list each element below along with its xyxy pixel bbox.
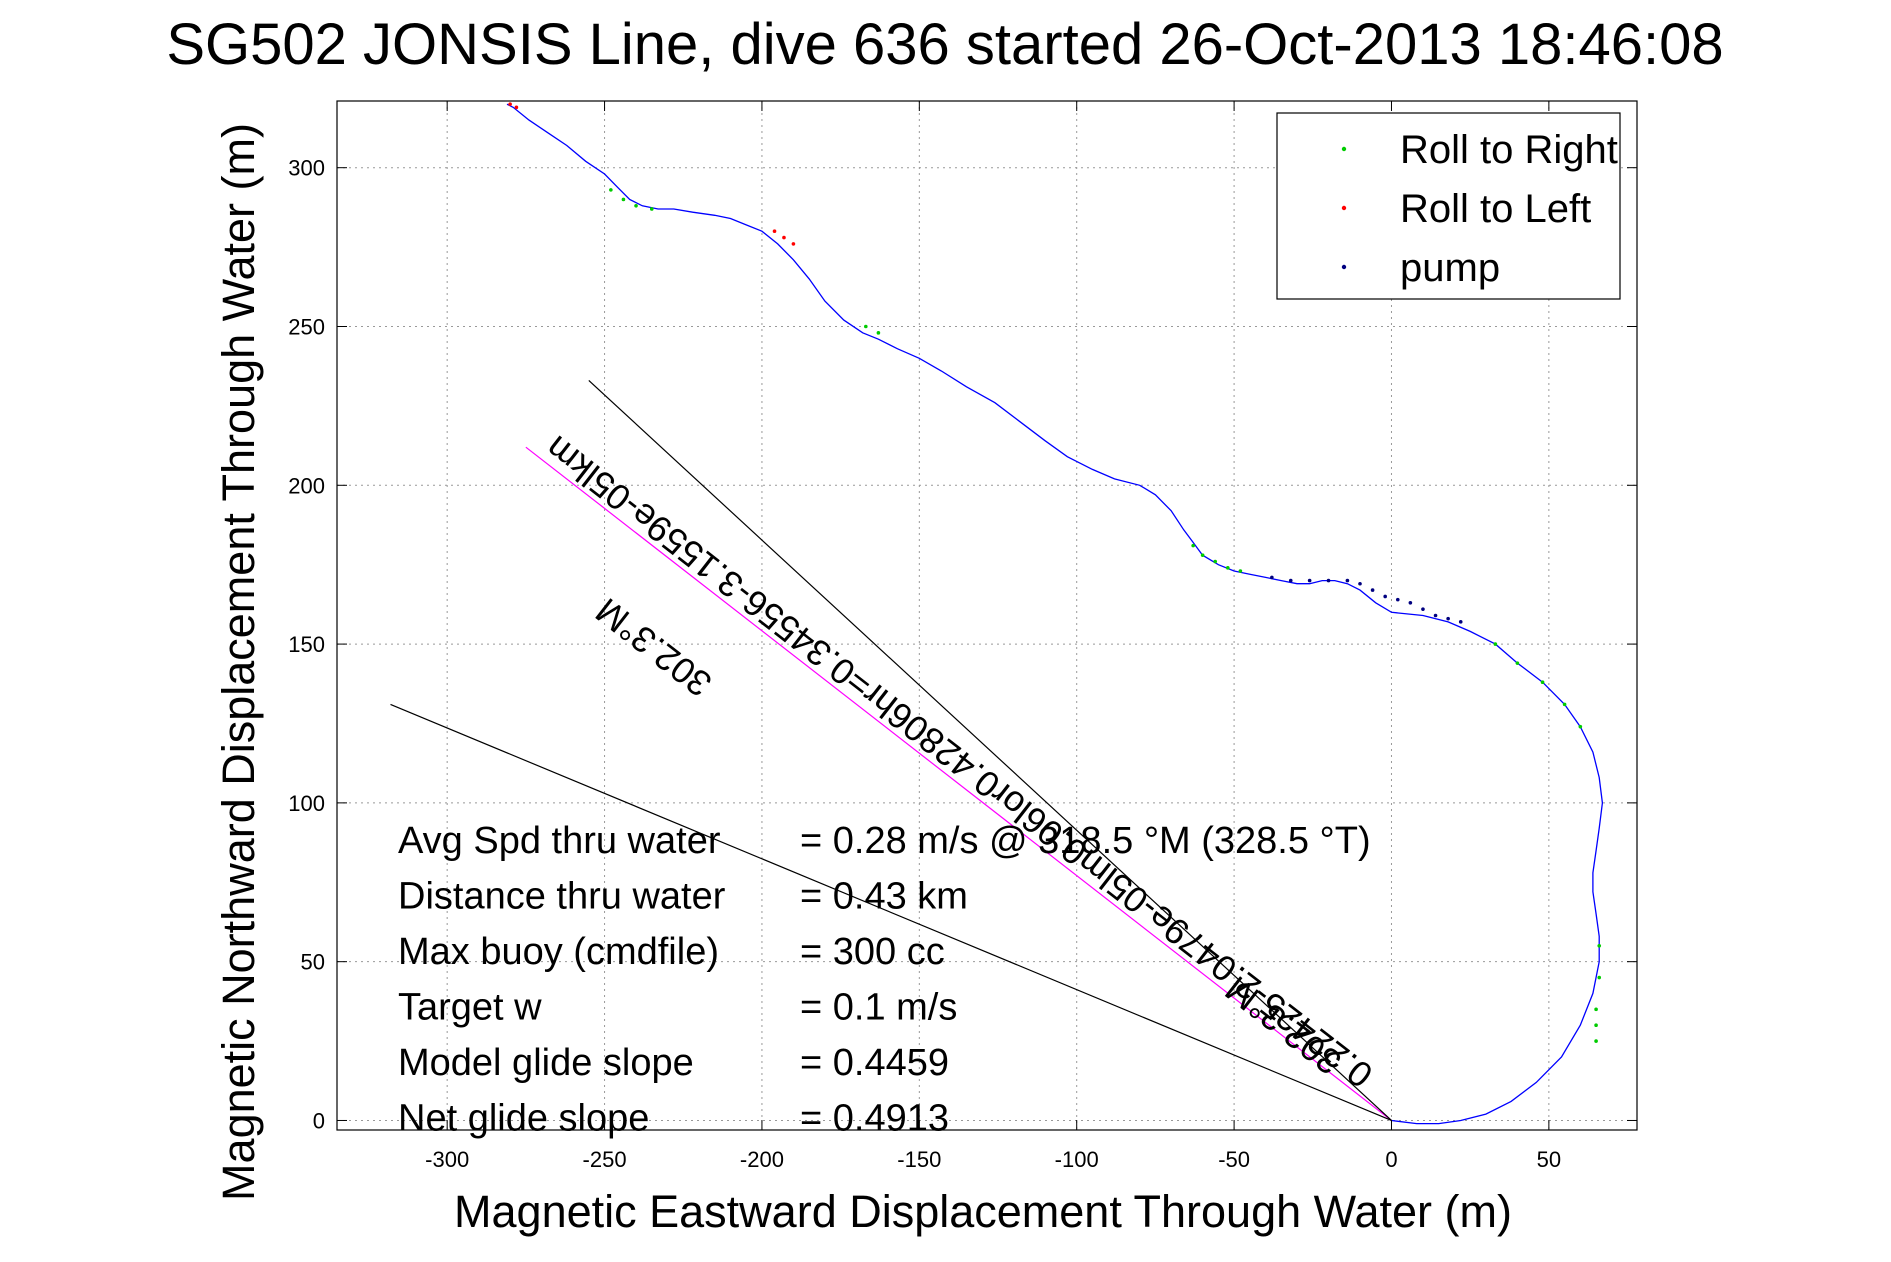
marker-layer xyxy=(508,102,1602,1043)
stat-value: = 300 cc xyxy=(800,931,945,973)
roll-to-right-point xyxy=(1213,559,1218,564)
legend-label: Roll to Left xyxy=(1400,187,1591,231)
roll-to-right-point xyxy=(1594,1023,1598,1027)
roll-to-right-point xyxy=(609,188,613,192)
stat-value: = 0.4913 xyxy=(800,1098,949,1140)
stat-label: Avg Spd thru water xyxy=(398,820,721,862)
roll-to-right-point xyxy=(1493,642,1498,646)
legend: Roll to Right Roll to Left pump xyxy=(1276,112,1621,300)
stat-value: = 0.43 km xyxy=(800,876,968,918)
roll-to-left-point xyxy=(514,105,519,110)
roll-to-right-point xyxy=(1540,680,1545,684)
x-tick-label: -150 xyxy=(897,1147,941,1172)
x-tick-label: -50 xyxy=(1218,1147,1250,1172)
y-tick-label: 250 xyxy=(288,314,325,339)
y-tick-label: 0 xyxy=(313,1108,325,1133)
pump-point xyxy=(1370,588,1375,592)
stat-label: Target w xyxy=(398,987,542,1029)
roll-to-right-point xyxy=(1238,569,1243,573)
grid-layer xyxy=(337,101,1637,1130)
dive-track-line xyxy=(506,103,1604,1125)
y-axis-label: Magnetic Northward Displacement Through … xyxy=(213,123,264,1201)
x-tick-label: 0 xyxy=(1385,1147,1397,1172)
x-tick-label: 50 xyxy=(1537,1147,1561,1172)
axes-layer: -300 -250 -200 -150 -100 -50 0 50 0 50 100 150 200 25… xyxy=(288,100,1638,1172)
pump-point xyxy=(1408,600,1413,605)
legend-box xyxy=(1276,112,1621,300)
pump-point xyxy=(1345,578,1350,583)
pump-point xyxy=(1421,607,1425,611)
roll-to-right-point xyxy=(621,197,626,202)
stat-value: = 0.28 m/s @ 318.5 °M (328.5 °T) xyxy=(800,820,1371,862)
pump-point xyxy=(1326,578,1331,583)
stat-value: = 0.4459 xyxy=(800,1042,949,1084)
roll-to-right-point xyxy=(876,331,881,335)
x-tick-label: -250 xyxy=(583,1147,627,1172)
y-tick-label: 300 xyxy=(288,156,325,181)
roll-to-left-point xyxy=(508,102,512,106)
roll-to-right-point xyxy=(634,204,638,208)
stat-value: = 0.1 m/s xyxy=(800,987,957,1029)
pump-point xyxy=(1458,620,1463,624)
legend-label: Roll to Right xyxy=(1400,128,1618,172)
y-tick-label: 200 xyxy=(288,473,325,498)
roll-to-left-point xyxy=(782,235,786,240)
legend-marker xyxy=(1341,264,1347,270)
roll-to-right-point xyxy=(1191,543,1195,548)
y-tick-label: 50 xyxy=(301,950,325,975)
pump-point xyxy=(1358,581,1362,586)
roll-to-right-point xyxy=(1597,975,1602,980)
roll-to-left-point xyxy=(772,229,777,234)
roll-to-right-point xyxy=(1578,724,1583,729)
pump-point xyxy=(1307,578,1312,583)
plot-frame xyxy=(336,100,1638,1131)
mean-heading-line xyxy=(525,446,1392,1121)
roll-to-right-point xyxy=(1597,943,1602,948)
pump-point xyxy=(1433,613,1438,618)
pump-point xyxy=(1446,616,1450,621)
y-tick-label: 100 xyxy=(288,791,325,816)
stat-label: Model glide slope xyxy=(398,1042,694,1084)
roll-to-right-point xyxy=(1594,1039,1598,1043)
stat-label: Distance thru water xyxy=(398,876,726,918)
roll-to-right-point xyxy=(649,207,654,211)
roll-to-right-point xyxy=(1200,553,1205,557)
roll-to-left-point xyxy=(791,242,796,246)
x-tick-label: -300 xyxy=(425,1147,469,1172)
legend-marker xyxy=(1341,205,1347,211)
legend-marker xyxy=(1341,146,1347,152)
legend-label: pump xyxy=(1400,246,1500,290)
stat-label: Max buoy (cmdfile) xyxy=(398,931,719,973)
x-axis-label: Magnetic Eastward Displacement Through W… xyxy=(454,1186,1512,1237)
pump-point xyxy=(1270,575,1274,580)
y-tick-label: 150 xyxy=(288,632,325,657)
roll-to-right-point xyxy=(1515,661,1520,665)
x-tick-label: -100 xyxy=(1055,1147,1099,1172)
stat-label: Net glide slope xyxy=(398,1098,649,1140)
pump-point xyxy=(1288,578,1293,583)
chart-title: SG502 JONSIS Line, dive 636 started 26-O… xyxy=(166,12,1723,77)
heading-bound-line xyxy=(588,380,1392,1121)
heading-bound-line xyxy=(390,703,1392,1122)
pump-point xyxy=(1395,597,1400,602)
roll-to-right-point xyxy=(1562,702,1567,707)
reference-lines-layer xyxy=(390,380,1392,1122)
roll-to-right-point xyxy=(1594,1007,1598,1012)
roll-to-right-point xyxy=(1225,566,1230,570)
roll-to-right-point xyxy=(864,324,868,329)
pump-point xyxy=(1383,594,1387,599)
x-tick-label: -200 xyxy=(740,1147,784,1172)
track-layer xyxy=(506,103,1604,1125)
